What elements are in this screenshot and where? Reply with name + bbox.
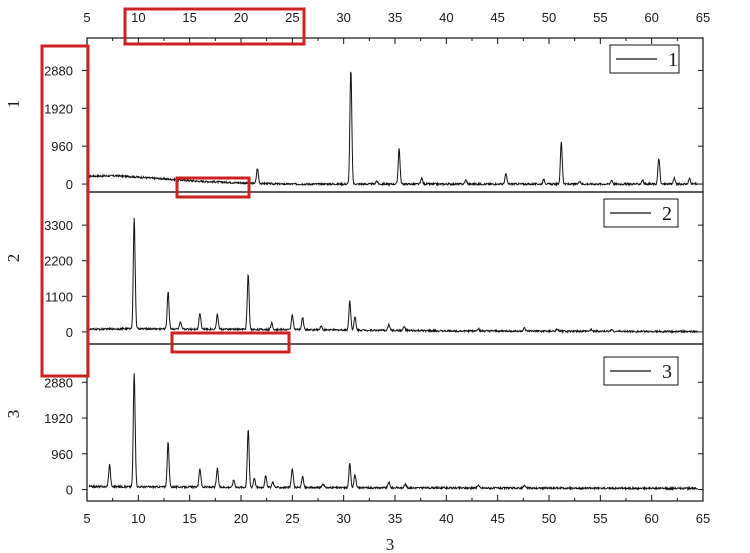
x-tick-label-top: 35 <box>388 10 402 25</box>
x-tick-label-top: 65 <box>696 10 710 25</box>
x-tick-label-bottom: 40 <box>439 511 453 526</box>
x-tick-label-bottom: 20 <box>234 511 248 526</box>
x-tick-label-top: 30 <box>336 10 350 25</box>
ticks-layer: 5510101515202025253030353540404545505055… <box>44 10 710 526</box>
y-tick-label: 0 <box>66 483 73 498</box>
x-tick-label-top: 25 <box>285 10 299 25</box>
x-tick-label-top: 55 <box>593 10 607 25</box>
panel-3-y-title: 3 <box>4 410 23 419</box>
panel-2-y-title: 2 <box>4 254 23 263</box>
x-tick-label-top: 10 <box>131 10 145 25</box>
x-tick-label-bottom: 55 <box>593 511 607 526</box>
series-line-3 <box>88 373 699 492</box>
x-axis-title: 3 <box>386 535 395 553</box>
y-tick-label: 0 <box>66 177 73 192</box>
legend-label-1: 1 <box>668 49 678 71</box>
x-tick-label-top: 60 <box>644 10 658 25</box>
y-tick-label: 1920 <box>44 411 73 426</box>
x-tick-label-bottom: 45 <box>490 511 504 526</box>
panel-2-axis-highlight-box <box>170 331 291 354</box>
legend-label-2: 2 <box>662 203 672 225</box>
y-tick-label: 0 <box>66 325 73 340</box>
x-tick-label-bottom: 65 <box>696 511 710 526</box>
x-tick-label-bottom: 5 <box>83 511 90 526</box>
x-tick-label-top: 50 <box>542 10 556 25</box>
x-tick-label-top: 40 <box>439 10 453 25</box>
x-tick-label-bottom: 35 <box>388 511 402 526</box>
x-tick-label-bottom: 15 <box>182 511 196 526</box>
annotation-overlay <box>40 7 306 378</box>
x-tick-label-bottom: 60 <box>644 511 658 526</box>
x-tick-label-bottom: 30 <box>336 511 350 526</box>
x-tick-label-bottom: 50 <box>542 511 556 526</box>
top-axis-highlight-box <box>123 7 306 46</box>
y-tick-label: 1920 <box>44 101 73 116</box>
series-line-2 <box>88 217 699 335</box>
series-line-1 <box>88 71 699 187</box>
y-tick-label: 2880 <box>44 63 73 78</box>
y-tick-label: 1100 <box>45 289 73 304</box>
y-tick-label: 3300 <box>44 218 73 233</box>
legend-label-3: 3 <box>662 361 672 383</box>
y-tick-label: 960 <box>51 447 73 462</box>
panel-1-y-title: 1 <box>4 100 23 109</box>
x-tick-label-top: 5 <box>83 10 90 25</box>
y-axis-highlight-box <box>40 44 90 378</box>
x-tick-label-bottom: 25 <box>285 511 299 526</box>
x-tick-label-bottom: 10 <box>131 511 145 526</box>
y-tick-label: 960 <box>51 139 73 154</box>
y-tick-label: 2200 <box>44 254 73 269</box>
legend-layer: 1 2 3 <box>603 44 680 386</box>
panel-1-axis-highlight-box <box>175 176 251 199</box>
series-layer <box>88 71 699 492</box>
x-tick-label-top: 15 <box>182 10 196 25</box>
x-tick-label-top: 45 <box>490 10 504 25</box>
x-tick-label-top: 20 <box>234 10 248 25</box>
y-tick-label: 2880 <box>44 375 73 390</box>
